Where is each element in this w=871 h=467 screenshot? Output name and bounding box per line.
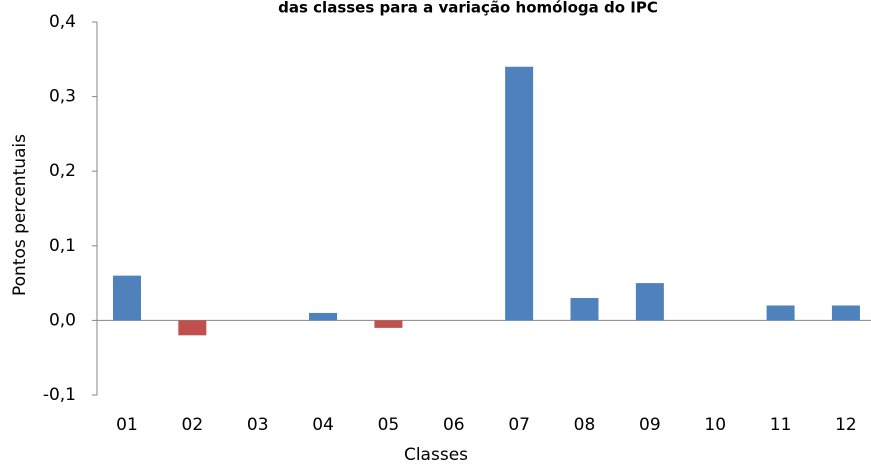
x-tick-label: 08 xyxy=(574,415,596,435)
x-tick-label: 01 xyxy=(116,415,138,435)
bar xyxy=(831,305,860,321)
bar xyxy=(766,305,795,321)
y-tick-label: 0,2 xyxy=(49,161,76,181)
bar xyxy=(374,320,403,328)
bar xyxy=(635,283,664,321)
x-tick-label: 07 xyxy=(508,415,530,435)
y-tick-label: -0,1 xyxy=(43,385,76,405)
x-tick-label: 02 xyxy=(182,415,204,435)
y-tick-label: 0,0 xyxy=(49,310,76,330)
x-tick-label: 06 xyxy=(443,415,465,435)
x-axis-label: Classes xyxy=(404,445,468,465)
x-tick-label: 09 xyxy=(639,415,661,435)
x-tick-label: 11 xyxy=(770,415,792,435)
x-tick-label: 03 xyxy=(247,415,269,435)
y-axis-label: Pontos percentuais xyxy=(10,134,30,296)
chart-title: das classes para a variação homóloga do … xyxy=(278,0,658,17)
x-tick-label: 12 xyxy=(835,415,857,435)
bar xyxy=(570,298,599,321)
x-tick-label: 10 xyxy=(704,415,726,435)
bar xyxy=(112,275,141,321)
y-tick-label: 0,1 xyxy=(49,236,76,256)
bar xyxy=(505,66,534,321)
x-tick-label: 05 xyxy=(378,415,400,435)
x-tick-label: 04 xyxy=(312,415,334,435)
y-tick-label: 0,3 xyxy=(49,87,76,107)
y-tick-label: 0,4 xyxy=(49,12,76,32)
bar xyxy=(309,312,338,321)
bar xyxy=(178,320,207,336)
